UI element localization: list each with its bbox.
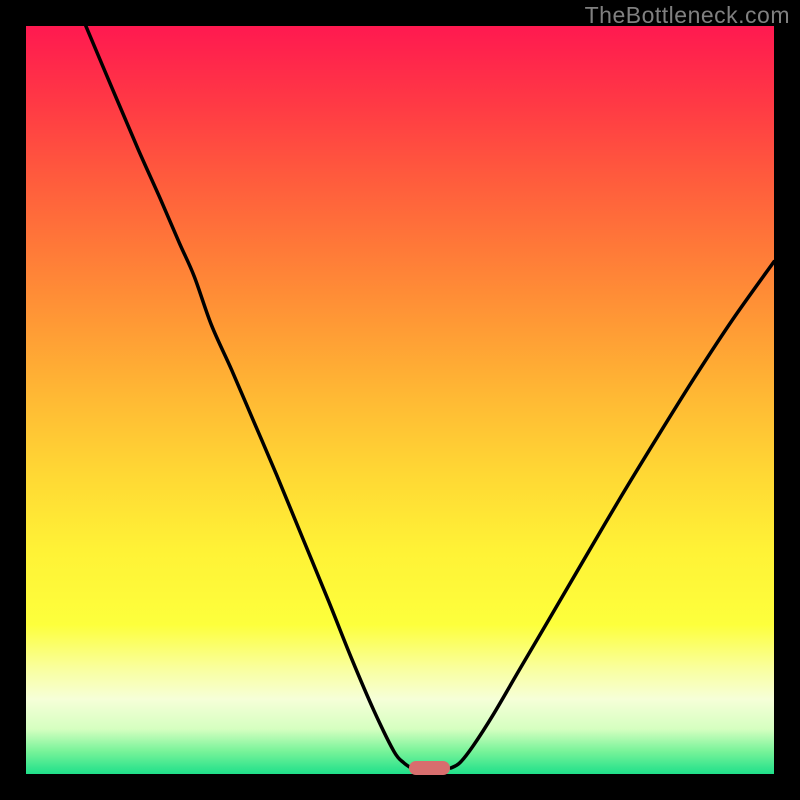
chart-frame: TheBottleneck.com	[0, 0, 800, 800]
sweet-spot-marker	[409, 761, 450, 774]
curve-right-branch	[451, 262, 774, 768]
curve-left-branch	[86, 26, 411, 768]
watermark-text: TheBottleneck.com	[585, 2, 790, 29]
plot-area	[26, 26, 774, 774]
bottleneck-curve	[26, 26, 774, 774]
